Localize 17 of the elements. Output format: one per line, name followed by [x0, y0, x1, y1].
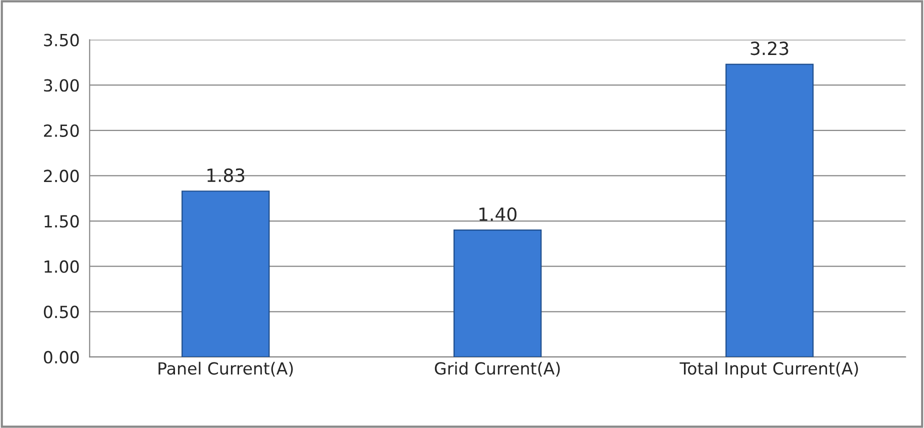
data-label: 3.23 [750, 42, 788, 56]
y-tick-label: 1.50 [44, 214, 79, 228]
bar [182, 190, 270, 357]
x-tick-label: Total Input Current(A) [680, 362, 858, 378]
y-tick-label: 2.00 [44, 170, 79, 182]
y-tick-label: 3.50 [44, 34, 79, 46]
bar [725, 64, 814, 357]
y-tick-label: 3.00 [44, 79, 79, 92]
data-label: 1.40 [479, 207, 516, 222]
x-tick-label: Panel Current(A) [158, 362, 293, 377]
x-tick-label: Grid Current(A) [434, 362, 560, 377]
y-tick-label: 2.50 [44, 124, 79, 137]
y-tick-label: 0.50 [44, 306, 79, 318]
y-tick-label: 1.00 [44, 260, 79, 273]
data-label: 1.83 [207, 168, 244, 182]
bar [454, 230, 542, 357]
y-tick-label: 0.00 [44, 350, 79, 364]
